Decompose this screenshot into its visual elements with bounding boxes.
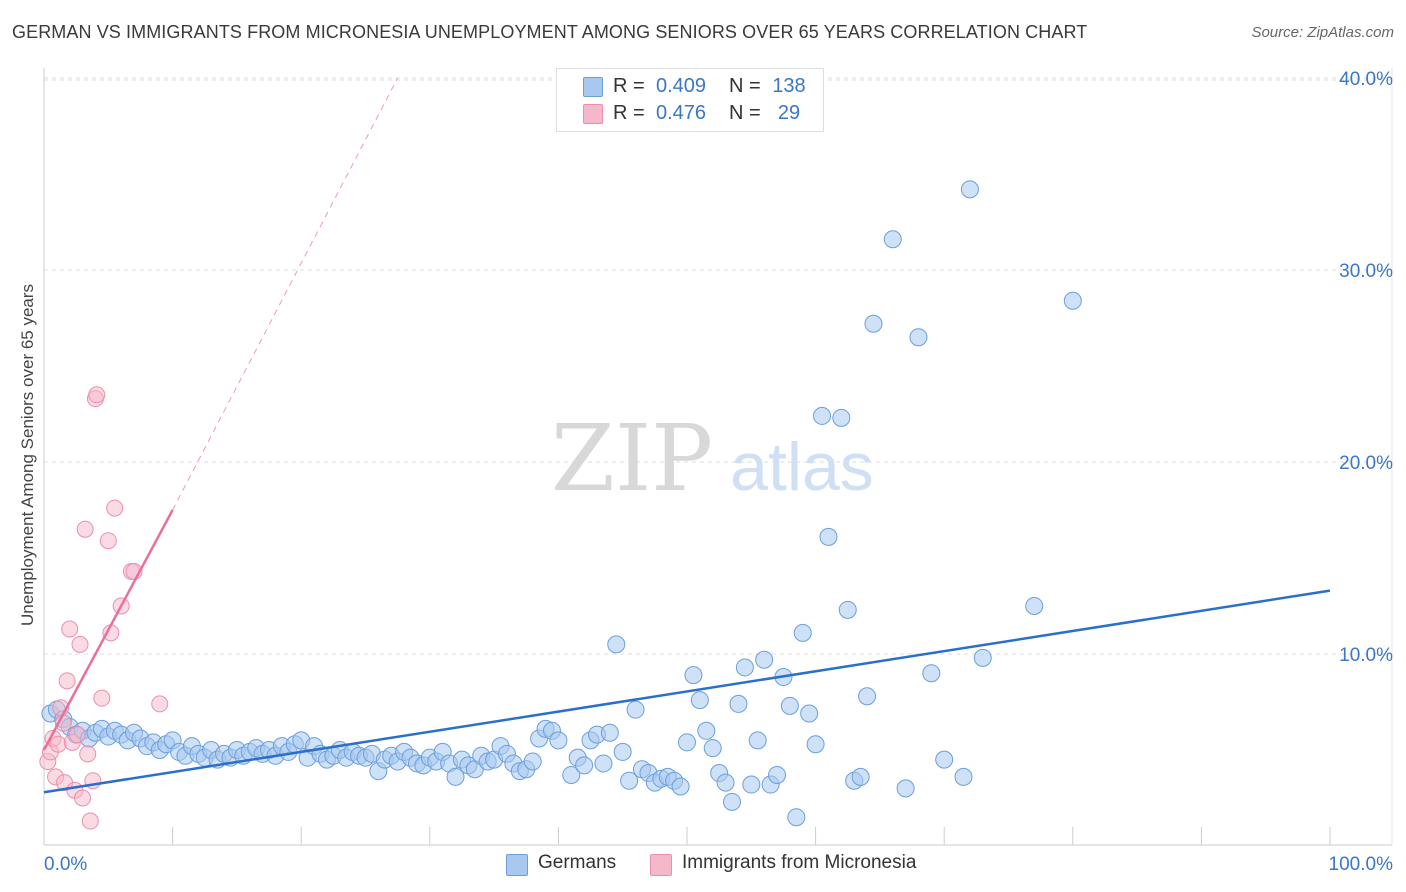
micronesia-trend-line — [42, 509, 174, 751]
germans-point — [755, 650, 774, 669]
germans-point — [549, 731, 568, 750]
y-tick-label: 20.0% — [1339, 453, 1393, 474]
watermark-atlas: atlas — [730, 429, 874, 505]
germans-point — [748, 731, 767, 750]
legend-r-label: R = — [613, 102, 645, 124]
axes — [43, 68, 1393, 846]
bottom-legend-label-micronesia: Immigrants from Micronesia — [682, 852, 917, 873]
germans-point — [883, 230, 902, 249]
germans-point — [935, 750, 954, 769]
micronesia-point — [151, 695, 169, 713]
germans-point — [684, 666, 703, 685]
stats-legend: R = 0.409 N = 138 R = 0.476 N = 29 — [556, 68, 824, 132]
micronesia-point — [71, 635, 89, 653]
germans-point — [607, 635, 626, 654]
bottom-legend-label-germans: Germans — [538, 852, 617, 873]
micronesia-point — [49, 735, 67, 753]
y-tick-label: 30.0% — [1339, 261, 1393, 282]
legend-swatch-germans — [583, 77, 603, 97]
micronesia-point — [58, 672, 76, 690]
germans-point — [909, 328, 928, 347]
germans-point — [896, 779, 915, 798]
tick-labels: 10.0% 20.0% 30.0% 40.0% 0.0% 100.0% — [44, 69, 1393, 875]
micronesia-point — [79, 745, 97, 763]
legend-n-label: N = — [729, 75, 761, 97]
legend-r-value: 0.476 — [655, 102, 707, 124]
germans-point — [793, 623, 812, 642]
germans-point — [575, 756, 594, 775]
germans-point — [954, 767, 973, 786]
germans-point — [523, 752, 542, 771]
germans-point — [703, 739, 722, 758]
y-tick-label: 10.0% — [1339, 645, 1393, 666]
germans-point — [851, 767, 870, 786]
trend-lines — [42, 77, 1331, 794]
germans-point — [446, 767, 465, 786]
legend-r-value: 0.409 — [655, 75, 707, 97]
legend-n-value: 138 — [772, 75, 806, 97]
germans-point — [678, 733, 696, 752]
germans-point — [735, 658, 754, 677]
germans-point — [922, 664, 941, 683]
chart-title: GERMAN VS IMMIGRANTS FROM MICRONESIA UNE… — [12, 22, 1088, 42]
legend-n-label: N = — [729, 102, 761, 124]
germans-point — [697, 721, 716, 740]
micronesia-point — [93, 689, 111, 707]
bottom-legend-swatch-micronesia — [650, 854, 672, 876]
germans-point — [973, 648, 992, 667]
germans-point — [723, 792, 742, 811]
bottom-legend-swatch-germans — [506, 854, 528, 876]
germans-point — [716, 773, 735, 792]
legend-r-label: R = — [613, 75, 645, 97]
germans-point — [800, 704, 819, 723]
germans-point — [832, 408, 851, 427]
micronesia-point — [99, 532, 117, 550]
source-label: Source: ZipAtlas.com — [1251, 24, 1394, 41]
germans-trend-line — [43, 589, 1331, 794]
micronesia-point — [88, 386, 106, 404]
legend-swatch-micronesia — [583, 104, 603, 124]
germans-point — [960, 180, 979, 199]
x-tick-label: 0.0% — [44, 854, 87, 875]
legend-n-value: 29 — [777, 102, 801, 124]
germans-point — [768, 765, 787, 784]
micronesia-point — [61, 620, 79, 638]
germans-point — [864, 314, 883, 333]
germans-point — [729, 694, 748, 713]
germans-point — [1025, 597, 1044, 615]
grid-lines — [44, 77, 1392, 655]
germans-point — [671, 777, 690, 796]
germans-point — [594, 754, 613, 773]
micronesia-point — [76, 520, 94, 538]
germans-point — [787, 808, 806, 827]
germans-point — [806, 735, 825, 754]
germans-point — [626, 700, 645, 719]
germans-point — [562, 765, 581, 784]
germans-point — [838, 600, 857, 619]
germans-point — [780, 696, 799, 715]
y-tick-label: 40.0% — [1339, 69, 1393, 90]
micronesia-point — [74, 789, 92, 807]
germans-point — [600, 723, 619, 742]
micronesia-trend-extension — [172, 77, 399, 511]
watermark: ZIP atlas — [551, 405, 874, 512]
micronesia-points — [39, 386, 169, 830]
micronesia-point — [106, 499, 124, 517]
x-tick-label: 100.0% — [1329, 854, 1394, 875]
germans-point — [742, 775, 761, 794]
germans-point — [613, 742, 632, 761]
germans-point — [620, 771, 639, 790]
micronesia-point — [68, 726, 86, 744]
germans-point — [690, 691, 709, 710]
micronesia-point — [81, 812, 99, 830]
watermark-zip: ZIP — [551, 405, 713, 512]
germans-point — [1063, 291, 1082, 310]
germans-point — [813, 406, 832, 425]
germans-point — [858, 687, 877, 706]
germans-point — [819, 527, 838, 546]
germans-points — [41, 180, 1082, 827]
